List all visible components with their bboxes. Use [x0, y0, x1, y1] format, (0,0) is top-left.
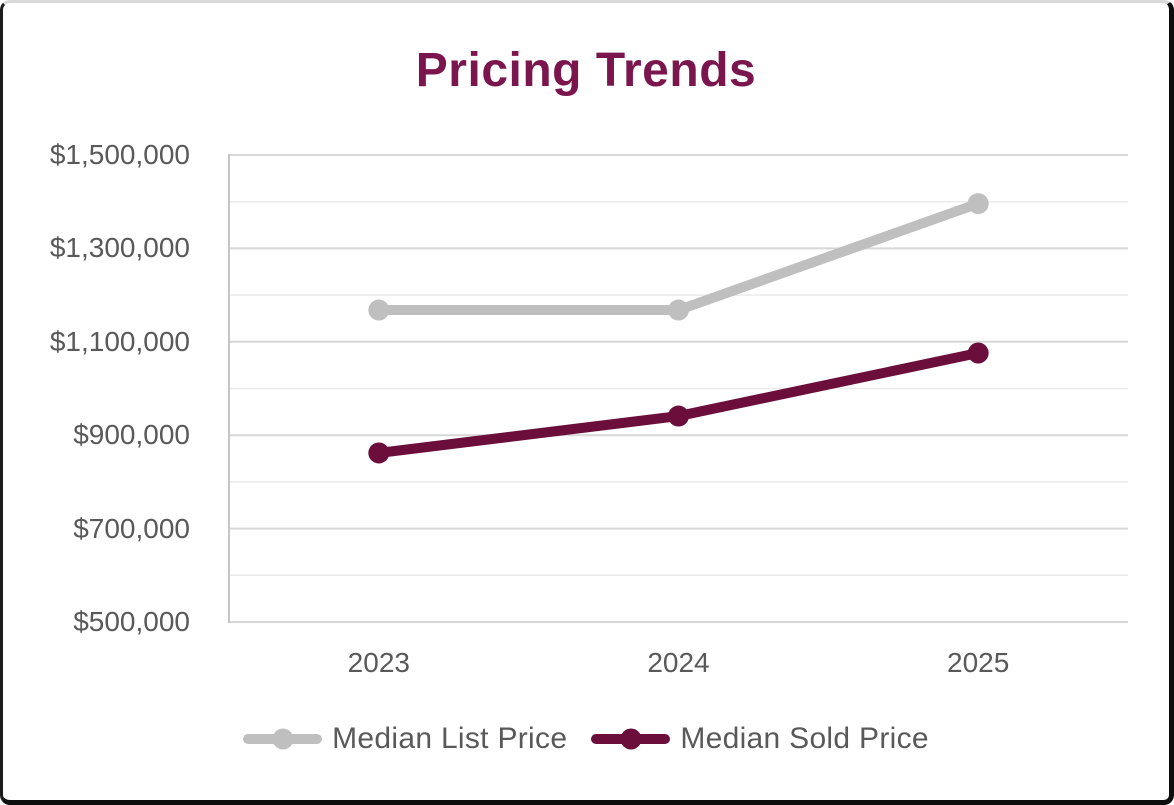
- point-marker-icon: [620, 728, 642, 750]
- chart-title: Pricing Trends: [415, 44, 757, 97]
- data-point: [967, 193, 989, 215]
- line-series-marker-icon: [591, 728, 671, 750]
- series-line-median-sold-price: [373, 348, 984, 458]
- legend-item-median-list-price: Median List Price: [243, 722, 567, 756]
- data-point: [368, 299, 390, 321]
- y-axis-label: $500,000: [73, 606, 190, 637]
- legend-item-median-sold-price: Median Sold Price: [591, 722, 929, 756]
- series-line-median-list-price: [373, 198, 984, 316]
- data-point: [668, 405, 689, 427]
- data-point: [668, 299, 689, 321]
- y-axis-label: $1,300,000: [49, 232, 190, 264]
- legend: Median List Price Median Sold Price: [3, 716, 1169, 762]
- legend-label-median-list-price: Median List Price: [332, 722, 568, 755]
- x-axis-label: 2024: [647, 647, 710, 678]
- y-axis-label: $700,000: [73, 512, 190, 544]
- line-series-marker-icon: [243, 728, 323, 750]
- y-axis-label: $1,500,000: [49, 139, 190, 170]
- legend-label-median-sold-price: Median Sold Price: [680, 722, 929, 755]
- data-point: [967, 342, 989, 364]
- point-marker-icon: [272, 728, 294, 750]
- y-axis-label: $900,000: [73, 419, 190, 451]
- data-point: [368, 442, 390, 464]
- plot-canvas: [228, 154, 1128, 623]
- y-axis-label: $1,100,000: [49, 325, 190, 357]
- x-axis-label: 2023: [347, 647, 410, 678]
- x-axis-label: 2025: [947, 647, 1010, 678]
